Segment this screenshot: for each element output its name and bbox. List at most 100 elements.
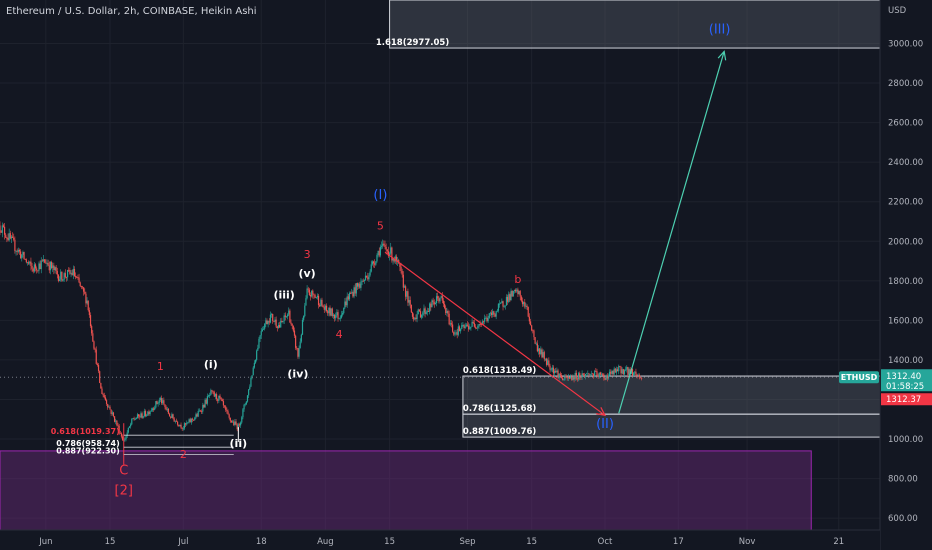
candle-body xyxy=(438,298,440,302)
candle-body xyxy=(590,373,592,375)
candle-body xyxy=(44,259,46,263)
wave-label: C xyxy=(119,464,128,479)
candle-body xyxy=(298,347,300,357)
candle-body xyxy=(126,432,128,437)
candle-body xyxy=(251,375,253,379)
candle-body xyxy=(295,335,297,348)
countdown-label: 01:58:25 xyxy=(886,382,924,392)
candle-body xyxy=(68,269,70,271)
candle-body xyxy=(430,303,432,308)
labels: 1.618(2977.05) 0.618(1318.49) 0.786(1125.6… xyxy=(51,23,731,499)
candle-body xyxy=(215,394,218,400)
candle-body xyxy=(311,290,313,297)
candle-body xyxy=(328,307,330,314)
candle-body xyxy=(512,290,514,297)
candle-body xyxy=(505,296,508,306)
candle-body xyxy=(320,299,322,307)
candle-body xyxy=(23,252,25,260)
candle-body xyxy=(80,286,82,287)
candle-body xyxy=(463,324,465,328)
candle-body xyxy=(182,428,184,430)
candle-body xyxy=(340,314,343,318)
candle-body xyxy=(87,300,89,311)
wave-label: 5 xyxy=(377,219,384,232)
time-axis[interactable]: Jun 15 Jul 18 Aug 15 Sep 15 Oct 17 Nov 21 xyxy=(0,529,880,550)
candle-body xyxy=(627,367,629,375)
candle-body xyxy=(264,324,266,329)
candle-body xyxy=(312,290,314,295)
candle-body xyxy=(392,258,394,261)
candle-body xyxy=(21,254,23,259)
candle-body xyxy=(174,420,176,422)
candle-body xyxy=(413,316,415,320)
candle-body xyxy=(462,324,464,326)
candle-body xyxy=(213,392,215,397)
candle-body xyxy=(50,262,53,268)
candle-body xyxy=(617,369,619,372)
candle-body xyxy=(189,419,191,423)
time-tick-label: 18 xyxy=(256,537,267,547)
candle-body xyxy=(62,279,64,281)
candle-body xyxy=(641,377,643,379)
candle-body xyxy=(606,375,608,379)
candle-body xyxy=(233,421,235,426)
candle-body xyxy=(77,277,79,279)
candle-body xyxy=(545,358,548,365)
candle-body xyxy=(301,319,304,335)
candle-body xyxy=(293,330,296,336)
candle-body xyxy=(171,414,173,418)
candle-body xyxy=(455,332,457,334)
candle-body xyxy=(49,262,52,271)
wave-arrow xyxy=(384,251,606,416)
candle-body xyxy=(73,268,76,277)
price-tick-label: 1800.00 xyxy=(888,277,923,287)
candle-body xyxy=(64,273,66,278)
candle-body xyxy=(29,261,31,264)
wave-label: 4 xyxy=(336,328,343,341)
candle-body xyxy=(135,418,137,420)
candle-body xyxy=(560,375,563,379)
price-axis[interactable]: USD600.00800.001000.001200.001400.001600… xyxy=(839,0,932,550)
chart-title: Ethereum / U.S. Dollar, 2h, COINBASE, He… xyxy=(6,6,257,17)
candle-body xyxy=(541,349,543,358)
candle-body xyxy=(421,314,423,318)
candle-body xyxy=(578,373,580,380)
candle-body xyxy=(347,296,349,300)
candle-body xyxy=(313,294,315,296)
candle-body xyxy=(454,333,456,335)
wave-arrow xyxy=(618,51,725,414)
candle-body xyxy=(492,311,494,315)
candle-body xyxy=(45,262,47,264)
candle-body xyxy=(173,418,175,422)
candle-body xyxy=(379,246,382,256)
candle-body xyxy=(14,239,16,251)
candle-body xyxy=(236,424,238,430)
candle-body xyxy=(416,314,418,320)
candle-body xyxy=(435,296,438,304)
candle-body xyxy=(120,433,123,437)
candle-body xyxy=(333,314,336,319)
candle-body xyxy=(250,378,252,387)
candle-body xyxy=(524,302,526,307)
candle-body xyxy=(197,411,199,417)
candle-body xyxy=(427,311,430,312)
candle-body xyxy=(93,341,95,349)
candle-body xyxy=(528,316,530,322)
candle-body xyxy=(186,422,188,425)
candle-body xyxy=(84,291,86,294)
candle-body xyxy=(386,249,388,252)
candle-body xyxy=(600,373,603,375)
grid xyxy=(0,0,880,530)
candle-body xyxy=(576,378,579,380)
candle-body xyxy=(18,249,21,252)
candle-body xyxy=(207,395,210,397)
candle-body xyxy=(551,367,553,370)
candle-body xyxy=(139,416,141,418)
candle-body xyxy=(570,376,572,379)
time-tick-label: 15 xyxy=(105,537,116,547)
candle-body xyxy=(336,312,338,316)
wave-label: (i) xyxy=(204,358,218,371)
candle-body xyxy=(8,233,10,241)
candle-body xyxy=(480,324,482,325)
